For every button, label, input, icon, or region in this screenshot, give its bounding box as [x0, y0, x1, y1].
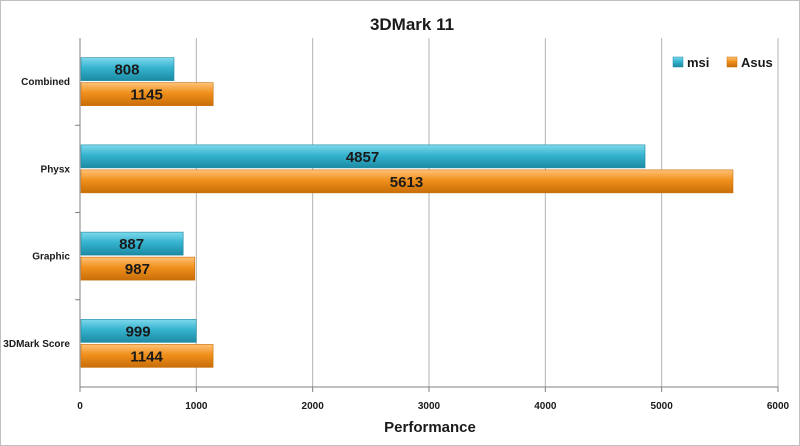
bars: 808 1145 4857 5613 887 987 999 1144: [80, 57, 734, 368]
data-label-asus-2: 987: [125, 261, 150, 278]
legend-label-asus: Asus: [741, 55, 773, 70]
bar-asus-2: [80, 256, 196, 281]
bar-msi-0: [80, 57, 175, 81]
category-label-0: Combined: [21, 77, 70, 88]
legend-swatch-msi: [672, 56, 684, 68]
bar-msi-1: [80, 144, 646, 169]
category-label-2: Graphic: [32, 252, 70, 263]
category-label-1: Physx: [41, 164, 71, 175]
data-label-asus-0: 1145: [130, 87, 163, 104]
x-tick-label-0: 0: [77, 401, 83, 412]
data-label-msi-0: 808: [114, 62, 139, 79]
bar-asus-0: [80, 82, 214, 106]
bar-asus-3: [80, 344, 214, 368]
x-axis-label: Performance: [384, 419, 476, 436]
bar-msi-3: [80, 319, 197, 343]
x-tick-label-6000: 6000: [767, 401, 790, 412]
legend-swatch-asus: [726, 56, 738, 68]
bar-msi-2: [80, 231, 184, 256]
data-label-asus-1: 5613: [390, 174, 423, 191]
x-tick-label-5000: 5000: [651, 401, 674, 412]
legend-label-msi: msi: [687, 55, 709, 70]
x-tick-label-1000: 1000: [185, 401, 208, 412]
data-label-asus-3: 1144: [130, 348, 163, 365]
data-label-msi-1: 4857: [346, 149, 379, 166]
x-tick-label-4000: 4000: [534, 401, 557, 412]
axes: 0 1000 2000 3000 4000 5000 6000 Combined Physx Gr…: [3, 38, 790, 412]
category-label-3: 3DMark Score: [3, 339, 70, 350]
chart-title: 3DMark 11: [370, 15, 454, 34]
gridlines: [195, 38, 779, 387]
bar-asus-1: [80, 169, 734, 194]
x-tick-label-2000: 2000: [302, 401, 325, 412]
x-tick-label-3000: 3000: [418, 401, 441, 412]
data-label-msi-3: 999: [126, 323, 151, 340]
legend: msi Asus: [672, 55, 773, 70]
data-label-msi-2: 887: [119, 236, 144, 253]
